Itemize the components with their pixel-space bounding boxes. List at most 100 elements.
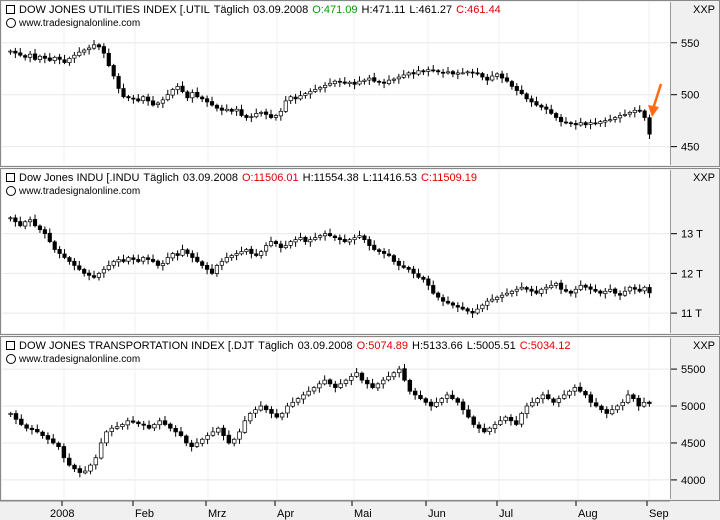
candle-body-down <box>382 251 387 254</box>
candle <box>485 73 490 86</box>
candle-body-up <box>141 96 146 101</box>
candle-body-down <box>471 416 476 425</box>
candle-body-up <box>155 102 161 106</box>
candle-body-up <box>254 113 259 118</box>
candle-body-up <box>303 93 308 96</box>
candle <box>57 246 62 259</box>
candle-body-down <box>47 232 52 242</box>
candle-body-down <box>111 65 116 77</box>
util-source: www.tradesignalonline.com <box>6 18 140 29</box>
candle <box>386 249 392 258</box>
candle-body-up <box>157 420 162 426</box>
candle-body-down <box>141 423 146 426</box>
candle-body-down <box>263 405 269 411</box>
candle-body-down <box>524 287 529 290</box>
candle-body-down <box>391 255 396 262</box>
indu-plot-area[interactable]: Dow Jones INDU [.INDU Täglich 03.09.2008 O:… <box>2 170 671 333</box>
candle-body-down <box>647 401 652 404</box>
candle <box>347 238 352 246</box>
candle-body-up <box>352 237 357 240</box>
candle <box>152 422 157 432</box>
candle-body-down <box>219 107 224 111</box>
candle-body-up <box>327 82 333 86</box>
candle <box>229 107 234 115</box>
candle <box>200 260 205 269</box>
x-tick-label: Apr <box>277 508 294 520</box>
candle <box>593 284 598 293</box>
candle <box>13 47 18 59</box>
candle-body-up <box>224 257 229 263</box>
collapse-icon[interactable] <box>6 4 15 14</box>
candle <box>278 108 283 121</box>
y-tick-label: 500 <box>681 90 699 102</box>
x-tick-label: 2008 <box>50 508 74 520</box>
candle-body-up <box>578 122 583 126</box>
candle <box>254 248 259 258</box>
candle-body-down <box>546 394 551 399</box>
y-tick-label: 13 T <box>681 229 703 241</box>
candle <box>421 69 426 76</box>
candle <box>298 90 303 101</box>
candle <box>298 232 303 242</box>
candle-body-up <box>200 438 205 444</box>
candle <box>465 307 470 315</box>
candle <box>401 260 406 270</box>
candle <box>382 248 387 259</box>
candle-body-up <box>52 56 57 61</box>
candle-body-up <box>632 109 637 113</box>
indu-interval: Täglich <box>143 172 179 184</box>
candle <box>82 267 87 277</box>
candle-body-down <box>519 89 524 95</box>
candle <box>440 294 446 307</box>
candle <box>470 68 475 78</box>
candle <box>18 48 23 57</box>
candle-body-down <box>72 464 77 470</box>
util-plot-area[interactable]: DOW JONES UTILITIES INDEX [.UTIL Täglich 0… <box>2 2 671 165</box>
candle-body-down <box>599 405 604 411</box>
candle-body-down <box>342 239 347 242</box>
candle <box>210 427 216 437</box>
candle-body-down <box>455 398 460 403</box>
candle <box>323 82 328 93</box>
candle-body-down <box>401 265 406 268</box>
candle <box>184 434 189 447</box>
candle <box>136 420 141 427</box>
candle <box>24 423 29 432</box>
candle-body-up <box>487 427 492 432</box>
djt-title: DOW JONES TRANSPORTATION INDEX [.DJT <box>19 340 255 352</box>
candle-body-down <box>524 93 529 100</box>
indu-date: 03.09.2008 <box>182 172 238 184</box>
candle-body-down <box>173 428 178 433</box>
candle <box>57 53 62 65</box>
candle-body-down <box>146 424 152 429</box>
candle-body-up <box>588 122 593 125</box>
candle-body-down <box>407 379 413 392</box>
candle-body-down <box>162 420 168 425</box>
candle-body-down <box>57 249 62 254</box>
candle-body-down <box>563 121 569 124</box>
candle <box>67 255 72 265</box>
candle <box>42 52 47 64</box>
candle-body-down <box>573 123 578 126</box>
candle-body-down <box>402 368 407 381</box>
candle <box>450 301 455 309</box>
candle-body-down <box>470 310 475 314</box>
candle <box>28 50 33 63</box>
candle <box>283 240 288 250</box>
djt-plot-area[interactable]: DOW JONES TRANSPORTATION INDEX [.DJT Tägl… <box>2 338 671 499</box>
candle-body-down <box>274 413 279 418</box>
djt-open: O:5074.89 <box>356 340 408 352</box>
candle <box>615 404 620 413</box>
candle <box>224 104 229 113</box>
candle-body-down <box>577 386 583 392</box>
candle-body-down <box>377 81 382 83</box>
candle <box>475 67 480 76</box>
candle <box>263 404 269 413</box>
candle-body-down <box>205 265 210 270</box>
candle-body-up <box>311 387 317 392</box>
candle <box>549 104 554 116</box>
candle <box>546 389 551 401</box>
candle <box>434 397 439 408</box>
collapse-icon[interactable] <box>6 172 15 182</box>
collapse-icon[interactable] <box>6 340 15 350</box>
